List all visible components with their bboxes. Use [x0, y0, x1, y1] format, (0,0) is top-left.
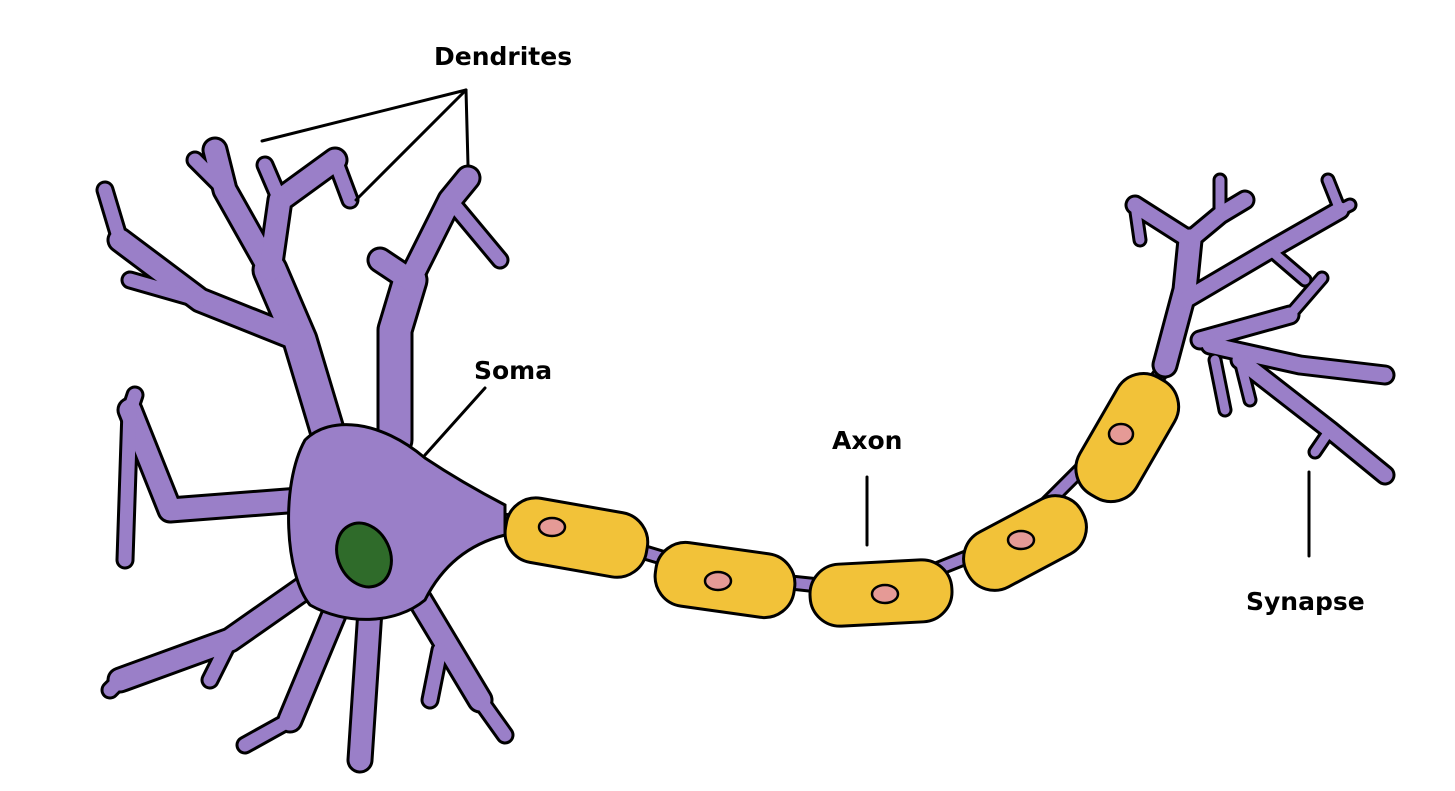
soma-leader-line	[423, 386, 487, 457]
myelin-sheath	[962, 494, 1088, 592]
soma-label: Soma	[474, 356, 553, 385]
axon-label: Axon	[832, 426, 903, 455]
soma-body	[287, 423, 507, 621]
dendrites-leader-line	[464, 88, 470, 167]
schwann-nucleus	[703, 570, 733, 592]
dendrites-label: Dendrites	[434, 42, 573, 71]
schwann-nucleus	[870, 583, 900, 605]
myelin-sheaths	[503, 372, 1181, 628]
dendrites	[95, 136, 515, 774]
schwann-nucleus	[1006, 529, 1036, 551]
soma-nucleus	[335, 521, 393, 589]
leader-lines	[260, 88, 1311, 558]
myelin-sheath	[1074, 372, 1181, 504]
myelin-sheath	[808, 558, 954, 628]
synapse-label: Synapse	[1246, 587, 1365, 616]
dendrites-leader-line	[354, 88, 468, 202]
axon-terminals	[1124, 172, 1396, 486]
myelin-sheath	[653, 540, 797, 620]
schwann-nucleus	[537, 516, 567, 538]
schwann-nucleus	[1107, 422, 1135, 446]
myelin-sheath	[503, 496, 650, 579]
dendrites-leader-line	[260, 88, 468, 143]
